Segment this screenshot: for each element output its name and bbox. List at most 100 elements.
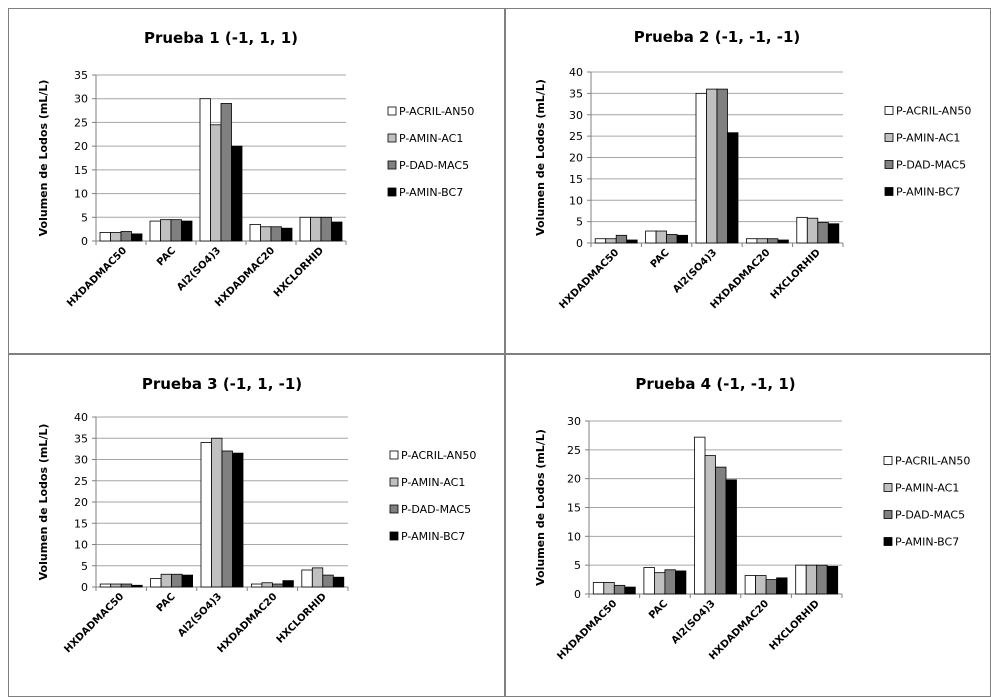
x-category-label: HXDADMAC20 (707, 598, 771, 662)
legend-entry: P-DAD-MAC5 (399, 159, 469, 172)
bar-p-amin-ac1-al2so43 (211, 437, 223, 588)
y-tick-label: 5 (81, 211, 88, 224)
bar-p-dad-mac5-pac (171, 573, 183, 588)
bar-p-dad-mac5-hxdadmac50 (120, 231, 132, 242)
bar-p-amin-ac1-al2so43 (210, 124, 222, 242)
chart-title: Prueba 2 (-1, -1, -1) (634, 28, 801, 46)
legend-swatch (884, 160, 894, 169)
bar-p-acril-an50-al2so43 (199, 98, 211, 242)
x-category-label: HXCLORHID (275, 591, 329, 645)
bar-p-amin-bc7-al2so43 (231, 145, 243, 242)
legend-swatch (387, 133, 397, 143)
bar-p-amin-bc7-hxdadmac20 (281, 227, 293, 242)
bar-p-dad-mac5-pac (170, 219, 182, 242)
bar-p-acril-an50-hxclorhid (299, 216, 311, 242)
legend-entry: P-AMIN-AC1 (895, 482, 959, 495)
legend-entry: P-DAD-MAC5 (401, 503, 471, 516)
chart-title: Prueba 3 (-1, 1, -1) (142, 375, 302, 393)
x-category-label: PAC (647, 598, 670, 621)
x-category-label: Al2(SO4)3 (670, 598, 718, 646)
bar-p-dad-mac5-hxdadmac20 (766, 238, 779, 244)
bar-p-dad-mac5-hxclorhid (816, 564, 828, 595)
chart-title: Prueba 1 (-1, 1, 1) (144, 29, 298, 47)
legend-entry: P-AMIN-AC1 (399, 132, 463, 145)
bar-p-amin-ac1-hxclorhid (806, 217, 819, 244)
legend-swatch (884, 106, 894, 115)
y-tick-label: 20 (74, 496, 88, 509)
bar-p-acril-an50-pac (150, 578, 162, 588)
bar-p-amin-ac1-hxclorhid (311, 567, 324, 588)
bar-p-dad-mac5-al2so43 (716, 88, 728, 244)
bar-p-dad-mac5-hxclorhid (817, 222, 829, 244)
bar-p-amin-ac1-hxdadmac20 (261, 582, 273, 588)
legend-entry: P-DAD-MAC5 (896, 159, 966, 172)
x-category-label: HXCLORHID (272, 245, 326, 299)
x-category-label: HXDADMAC20 (213, 245, 277, 309)
legend-entry: P-AMIN-BC7 (896, 186, 960, 199)
legend-swatch (883, 456, 893, 465)
bar-p-amin-ac1-pac (653, 572, 666, 595)
bar-p-acril-an50-hxdadmac50 (594, 238, 607, 244)
bar-p-acril-an50-hxdadmac50 (592, 582, 605, 595)
bar-p-amin-ac1-hxdadmac50 (605, 238, 617, 244)
bar-p-amin-ac1-pac (655, 230, 668, 244)
bar-p-acril-an50-hxdadmac20 (745, 238, 758, 244)
bar-p-acril-an50-hxdadmac50 (99, 583, 112, 588)
bar-p-amin-bc7-hxdadmac50 (131, 584, 143, 588)
bar-p-amin-ac1-hxdadmac20 (260, 226, 272, 242)
y-tick-label: 25 (74, 475, 88, 488)
y-tick-label: 35 (569, 87, 583, 100)
y-tick-label: 20 (569, 152, 583, 165)
bar-p-amin-bc7-al2so43 (725, 479, 737, 595)
y-tick-label: 0 (81, 581, 88, 594)
x-category-label: PAC (155, 245, 178, 268)
y-tick-label: 25 (74, 116, 88, 129)
legend-swatch (387, 160, 397, 170)
legend-swatch (883, 483, 893, 492)
bar-p-acril-an50-pac (645, 230, 657, 244)
bar-p-amin-ac1-pac (160, 219, 172, 242)
bar-p-amin-bc7-pac (181, 574, 194, 588)
bar-p-amin-bc7-hxdadmac50 (626, 239, 638, 244)
bar-p-amin-bc7-al2so43 (232, 452, 244, 588)
bar-p-dad-mac5-al2so43 (220, 103, 232, 242)
x-category-label: HXDADMAC20 (216, 591, 280, 655)
bar-p-dad-mac5-hxclorhid (322, 574, 334, 588)
y-tick-label: 5 (576, 216, 583, 229)
legend-entry: P-AMIN-BC7 (399, 186, 463, 199)
bar-p-amin-ac1-hxdadmac20 (755, 575, 767, 595)
y-tick-label: 30 (74, 454, 88, 467)
bar-p-amin-bc7-hxdadmac20 (282, 580, 294, 588)
x-category-label: HXDADMAC50 (557, 247, 621, 311)
y-tick-label: 30 (567, 415, 581, 428)
x-category-label: HXCLORHID (768, 598, 822, 652)
chart-title: Prueba 4 (-1, -1, 1) (635, 375, 795, 393)
bar-p-amin-ac1-hxclorhid (310, 216, 322, 242)
y-tick-label: 15 (569, 173, 583, 186)
y-axis-label: Volumen de Lodos (mL/L) (534, 429, 547, 586)
y-tick-label: 10 (567, 530, 581, 543)
y-tick-label: 15 (74, 517, 88, 530)
legend-swatch (883, 510, 893, 519)
y-tick-label: 20 (567, 473, 581, 486)
bar-p-amin-bc7-hxclorhid (331, 221, 343, 242)
bar-p-dad-mac5-hxdadmac20 (270, 226, 282, 242)
chart-svg: Prueba 2 (-1, -1, -1) Volumen de Lodos (m… (534, 28, 971, 311)
bar-p-amin-bc7-hxdadmac50 (624, 586, 636, 595)
x-category-label: HXCLORHID (769, 247, 823, 301)
bar-p-amin-bc7-pac (676, 234, 689, 244)
y-tick-label: 10 (569, 194, 583, 207)
legend-entry: P-ACRIL-AN50 (399, 105, 474, 118)
bar-p-acril-an50-hxdadmac20 (249, 223, 261, 242)
x-category-label: Al2(SO4)3 (176, 591, 224, 639)
bar-p-dad-mac5-hxdadmac50 (120, 583, 133, 588)
legend-swatch (389, 504, 399, 514)
chart-panel-2: Prueba 2 (-1, -1, -1) Volumen de Lodos (m… (505, 8, 991, 354)
bar-p-amin-ac1-hxclorhid (805, 564, 818, 595)
legend-entry: P-AMIN-AC1 (401, 476, 465, 489)
bar-p-amin-bc7-hxclorhid (332, 576, 345, 588)
legend-entry: P-ACRIL-AN50 (401, 449, 476, 462)
legend-swatch (389, 450, 399, 460)
y-tick-label: 40 (569, 66, 583, 79)
